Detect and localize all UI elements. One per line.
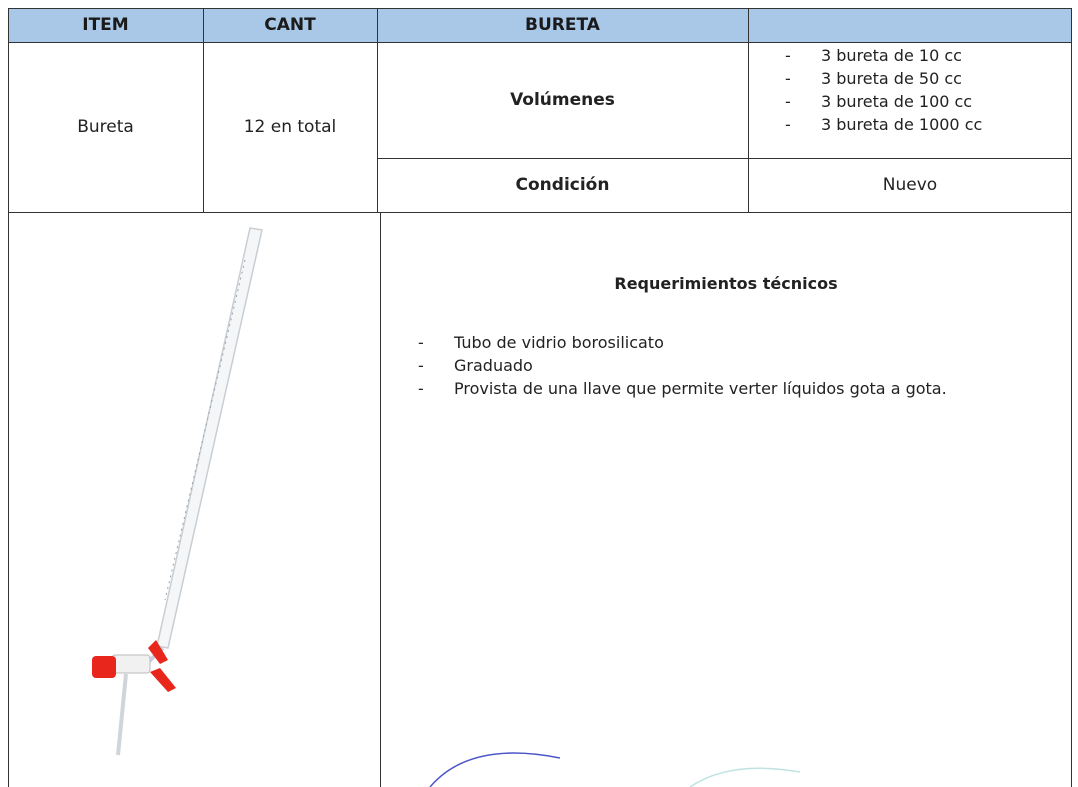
list-item: 3 bureta de 1000 cc (785, 113, 1070, 136)
requirements-list: Tubo de vidrio borosilicatoGraduadoProvi… (418, 331, 1068, 400)
list-item: Provista de una llave que permite verter… (418, 377, 1068, 400)
header-bg (8, 8, 1072, 42)
stamp (429, 752, 561, 787)
border (203, 8, 204, 212)
stamp (689, 767, 801, 787)
spec-label: Condición (515, 175, 610, 195)
border (377, 158, 1072, 159)
border (8, 212, 1072, 213)
header-bureta: BURETA (525, 15, 600, 35)
border (8, 42, 1072, 43)
list-item: 3 bureta de 10 cc (785, 44, 1070, 67)
spec-value: Nuevo (882, 175, 938, 195)
border (380, 212, 381, 787)
border (1071, 8, 1072, 787)
list-item: Tubo de vidrio borosilicato (418, 331, 1068, 354)
spec-values: 3 bureta de 10 cc3 bureta de 50 cc3 bure… (785, 44, 1070, 136)
header-cant: CANT (264, 15, 316, 35)
list-item: Graduado (418, 354, 1068, 377)
list-item: 3 bureta de 50 cc (785, 67, 1070, 90)
item-name: Bureta (77, 117, 134, 137)
requirements-title: Requerimientos técnicos (614, 274, 838, 293)
border (748, 8, 749, 212)
quantity: 12 en total (243, 117, 337, 137)
header-item: ITEM (82, 15, 129, 35)
spec-label: Volúmenes (510, 90, 615, 110)
requirements: Tubo de vidrio borosilicatoGraduadoProvi… (418, 331, 1068, 400)
border (8, 8, 9, 787)
list-item: 3 bureta de 100 cc (785, 90, 1070, 113)
border (377, 8, 378, 212)
border (8, 8, 1072, 9)
volume-list: 3 bureta de 10 cc3 bureta de 50 cc3 bure… (785, 44, 1070, 136)
burette-image (92, 227, 263, 756)
